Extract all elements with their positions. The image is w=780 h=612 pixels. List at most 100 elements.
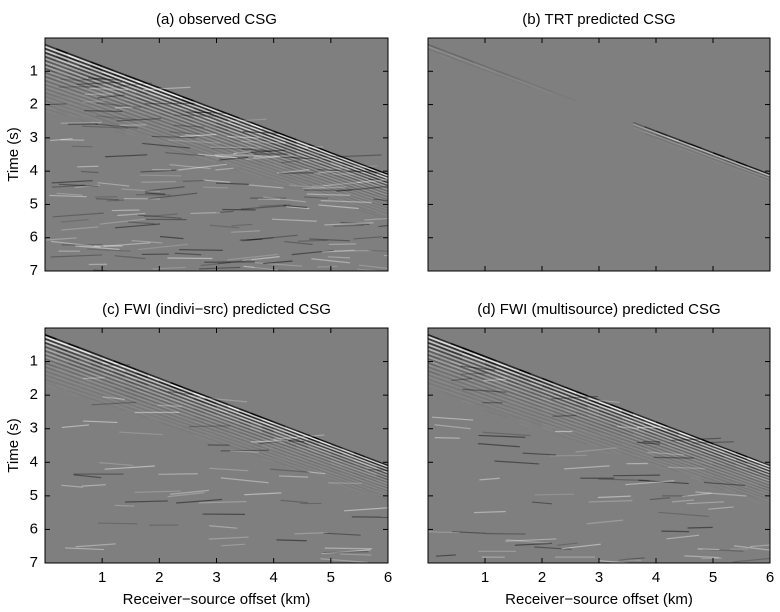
wavefront bbox=[170, 396, 183, 403]
wavefront bbox=[159, 126, 172, 133]
wavefront bbox=[170, 118, 183, 124]
wavefront bbox=[746, 464, 759, 471]
wavefront bbox=[553, 390, 566, 397]
wavefront bbox=[428, 370, 440, 376]
wavefront bbox=[758, 493, 770, 499]
wavefront bbox=[701, 472, 714, 478]
wavefront bbox=[587, 422, 600, 429]
wavefront bbox=[364, 463, 377, 470]
wavefront bbox=[667, 438, 680, 445]
wavefront bbox=[124, 107, 137, 114]
wavefront bbox=[204, 405, 217, 412]
noise-streak bbox=[138, 243, 189, 251]
wavefront bbox=[45, 344, 57, 350]
wavefront bbox=[450, 384, 463, 390]
wavefront bbox=[689, 449, 702, 456]
wavefront bbox=[136, 389, 149, 395]
noise-streak bbox=[197, 396, 248, 403]
wavefront bbox=[689, 473, 702, 479]
wavefront bbox=[307, 161, 320, 168]
wavefront bbox=[342, 180, 354, 186]
noise-streak bbox=[333, 224, 365, 227]
wavefront bbox=[758, 490, 770, 497]
wavefront bbox=[461, 391, 474, 398]
wavefront bbox=[644, 418, 657, 425]
noise-streak bbox=[175, 179, 205, 183]
wavefront bbox=[376, 474, 388, 481]
wavefront bbox=[136, 98, 149, 105]
wavefront bbox=[473, 370, 486, 377]
wavefront bbox=[261, 171, 274, 177]
wavefront bbox=[56, 54, 69, 60]
wavefront bbox=[319, 178, 332, 184]
wavefront bbox=[439, 384, 452, 390]
wavefront bbox=[181, 136, 194, 142]
wavefront bbox=[564, 416, 577, 422]
wavefront bbox=[250, 420, 263, 427]
wavefront bbox=[758, 471, 770, 478]
noise-streak bbox=[327, 256, 351, 259]
wavefront bbox=[204, 403, 217, 410]
noise-streak bbox=[368, 469, 388, 471]
wavefront bbox=[296, 150, 309, 156]
wavefront bbox=[67, 58, 80, 65]
wavefront bbox=[136, 87, 149, 94]
wavefront bbox=[461, 349, 474, 355]
wavefront bbox=[136, 370, 149, 377]
wavefront bbox=[632, 437, 645, 443]
wavefront bbox=[159, 417, 172, 423]
wavefront bbox=[541, 421, 554, 427]
wavefront bbox=[113, 69, 126, 76]
wavefront bbox=[250, 147, 263, 154]
wavefront bbox=[655, 430, 668, 437]
wavefront bbox=[216, 147, 229, 154]
wavefront bbox=[45, 366, 57, 372]
wavefront bbox=[307, 438, 320, 445]
wavefront bbox=[56, 105, 69, 111]
wavefront bbox=[181, 396, 194, 403]
wavefront bbox=[170, 95, 183, 101]
wavefront bbox=[193, 133, 206, 139]
wavefront bbox=[644, 434, 657, 441]
wavefront bbox=[564, 420, 577, 426]
wavefront bbox=[376, 182, 388, 188]
wavefront bbox=[450, 358, 463, 365]
wavefront bbox=[353, 197, 366, 203]
noise-streak bbox=[298, 156, 340, 162]
noise-streak bbox=[75, 543, 116, 548]
plot-background bbox=[428, 38, 770, 271]
wavefront bbox=[181, 395, 194, 401]
wavefront bbox=[45, 376, 57, 382]
wavefront bbox=[136, 122, 149, 128]
noise-streak bbox=[152, 266, 186, 270]
wavefront bbox=[341, 459, 354, 466]
noise-streak bbox=[451, 377, 472, 382]
wavefront bbox=[307, 437, 320, 444]
wavefront bbox=[67, 72, 80, 78]
wavefront bbox=[204, 400, 217, 407]
wavefront bbox=[159, 397, 172, 404]
wavefront bbox=[193, 394, 206, 401]
wavefront bbox=[101, 386, 114, 392]
wavefront bbox=[90, 355, 103, 362]
wavefront bbox=[239, 165, 252, 171]
wavefront bbox=[564, 427, 577, 433]
wavefront bbox=[261, 156, 274, 163]
noise-streak bbox=[687, 526, 713, 529]
wavefront bbox=[621, 443, 634, 449]
noise-streak bbox=[209, 146, 262, 149]
wavefront bbox=[724, 457, 737, 464]
wavefront bbox=[319, 161, 332, 168]
wavefront bbox=[147, 409, 160, 416]
wavefront bbox=[181, 108, 194, 114]
noise-streak bbox=[176, 498, 223, 504]
wavefront bbox=[124, 74, 137, 81]
wavefront bbox=[701, 455, 714, 462]
wavefront bbox=[261, 426, 274, 433]
wavefront bbox=[227, 128, 240, 134]
wavefront bbox=[496, 394, 509, 400]
wavefront bbox=[530, 82, 543, 89]
wavefront bbox=[439, 382, 452, 388]
noise-streak bbox=[131, 240, 163, 244]
wavefront bbox=[307, 175, 320, 182]
